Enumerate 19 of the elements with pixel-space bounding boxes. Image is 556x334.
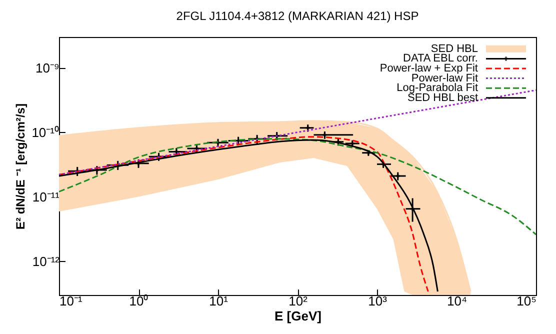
chart-title: 2FGL J1104.4+3812 (MARKARIAN 421) HSP — [176, 9, 419, 23]
y-tick-label: 10⁻¹² — [32, 254, 60, 269]
y-tick-label: 10⁻¹¹ — [32, 189, 60, 204]
x-tick-label: 10¹ — [209, 294, 229, 308]
y-tick-label: 10⁻⁹ — [35, 60, 60, 76]
legend-label: Log-Parabola Fit — [396, 82, 478, 94]
y-tick-label: 10⁻¹⁰ — [32, 124, 60, 140]
x-tick-label: 10⁴ — [446, 294, 468, 308]
legend-label: SED HBL best — [407, 92, 478, 104]
x-tick-label: 10² — [288, 294, 308, 308]
legend-label: Power-law + Exp Fit — [380, 62, 478, 74]
x-tick-label: 10⁻¹ — [60, 294, 83, 308]
legend-label: SED HBL — [430, 42, 478, 55]
x-axis-title: E [GeV] — [274, 308, 322, 324]
x-tick-label: 10³ — [368, 294, 388, 308]
x-tick-label: 10⁵ — [516, 294, 536, 308]
legend-label: Power-law Fit — [411, 72, 478, 84]
legend-label: DATA EBL corr. — [403, 52, 478, 65]
y-axis-title: E² dN/dE ⁻¹ [erg/cm²/s] — [14, 103, 28, 230]
